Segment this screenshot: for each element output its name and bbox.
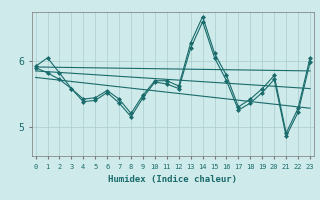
X-axis label: Humidex (Indice chaleur): Humidex (Indice chaleur) — [108, 175, 237, 184]
